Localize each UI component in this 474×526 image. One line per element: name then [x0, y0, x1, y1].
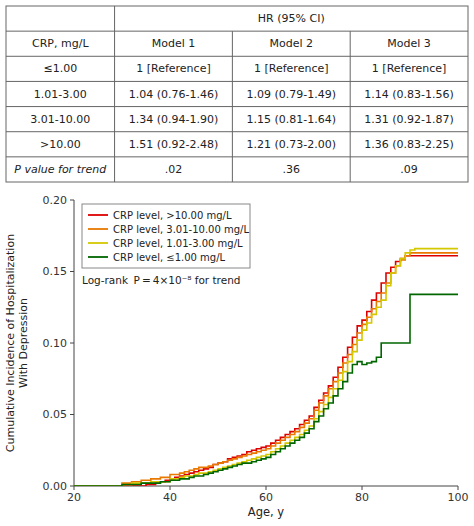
x-tick-label: 60 [259, 491, 273, 504]
y-tick [70, 343, 74, 344]
table-cell: .36 [283, 163, 301, 176]
legend-label: CRP level, 1.01-3.00 mg/L [113, 238, 243, 249]
table-cell: P value for trend [14, 163, 107, 176]
legend-label: CRP level, ≤1.00 mg/L [113, 252, 226, 263]
y-tick-label: 0.05 [43, 408, 68, 421]
table-cell: 1.34 (0.94-1.90) [129, 113, 219, 126]
y-tick [70, 414, 74, 415]
table-cell: 1 [Reference] [136, 62, 210, 75]
legend: CRP level, >10.00 mg/L CRP level, 3.01-10… [82, 204, 250, 268]
y-tick [70, 486, 74, 487]
x-tick [170, 486, 171, 490]
table-cell: 1.51 (0.92-2.48) [129, 138, 219, 151]
table-rule [114, 6, 115, 182]
step-line [74, 256, 458, 486]
table-cell: 1 [Reference] [254, 62, 328, 75]
plot: 20 40 60 80 100 0.00 0.05 0.10 0.15 0.20 Age, y Cum… [4, 194, 469, 520]
table-column-header: Model 3 [387, 37, 431, 50]
legend-swatch [88, 214, 108, 216]
y-tick [70, 271, 74, 272]
x-axis-label: Age, y [248, 505, 285, 519]
y-tick-label: 0.20 [43, 194, 68, 207]
table-cell: >10.00 [40, 138, 81, 151]
table-column-header: Model 2 [270, 37, 314, 50]
table-column-header: CRP, mg/L [32, 37, 89, 50]
table-rule [6, 131, 468, 132]
table-rule [6, 31, 468, 32]
x-tick [362, 486, 363, 490]
table: HR (95% CI) CRP, mg/L Model 1 Model 2 Model … [6, 6, 468, 182]
curves [74, 249, 458, 486]
table-border [6, 6, 468, 182]
table-cell: .02 [165, 163, 183, 176]
x-tick-label: 20 [67, 491, 81, 504]
table-rule [6, 106, 468, 107]
table-cell: 1.04 (0.76-1.46) [129, 88, 219, 101]
table-rule [6, 156, 468, 157]
y-tick-label: 0.10 [43, 337, 68, 350]
table-column-header: Model 1 [152, 37, 196, 50]
legend-label: CRP level, >10.00 mg/L [113, 210, 232, 221]
table-cell: 1.21 (0.73-2.00) [247, 138, 337, 151]
y-tick-label: 0.15 [43, 265, 68, 278]
x-tick [74, 486, 75, 490]
table-rule [6, 56, 468, 57]
table-cell: 1.14 (0.83-1.56) [364, 88, 454, 101]
y-tick-label: 0.00 [43, 480, 68, 493]
table-rule [232, 31, 233, 182]
y-axis-label-line: Cumulative Incidence of Hospitalization [4, 234, 17, 452]
table-cell: ≤1.00 [43, 62, 77, 75]
table-cell: 1.15 (0.81-1.64) [247, 113, 337, 126]
annotation: Log-rank P = 4×10⁻⁸ for trend [82, 274, 240, 286]
legend-label: CRP level, 3.01-10.00 mg/L [113, 224, 249, 235]
x-tick-label: 40 [163, 491, 177, 504]
table-header: HR (95% CI) [258, 12, 325, 25]
figure: HR (95% CI) CRP, mg/L Model 1 Model 2 Model … [0, 0, 474, 526]
step-line [74, 249, 458, 486]
y-tick [70, 200, 74, 201]
x-tick [458, 486, 459, 490]
legend-swatch [88, 242, 108, 244]
table-rule [6, 81, 468, 82]
legend-swatch [88, 228, 108, 230]
step-line [74, 253, 458, 486]
legend-box [82, 204, 250, 268]
table-cell: 3.01-10.00 [30, 113, 90, 126]
y-axis-label: Cumulative Incidence of HospitalizationW… [4, 234, 30, 452]
table-cell: 1 [Reference] [372, 62, 446, 75]
table-cell: 1.31 (0.92-1.87) [364, 113, 454, 126]
legend-swatch [88, 256, 108, 258]
y-axis-label-line: With Depression [17, 298, 30, 388]
table-cell: 1.01-3.00 [34, 88, 87, 101]
table-rule [350, 31, 351, 182]
table-cell: 1.36 (0.83-2.25) [364, 138, 454, 151]
table-cell: 1.09 (0.79-1.49) [247, 88, 337, 101]
x-tick-label: 100 [448, 491, 469, 504]
x-tick-label: 80 [355, 491, 369, 504]
step-line [74, 294, 458, 486]
x-tick [266, 486, 267, 490]
table-cell: .09 [400, 163, 418, 176]
